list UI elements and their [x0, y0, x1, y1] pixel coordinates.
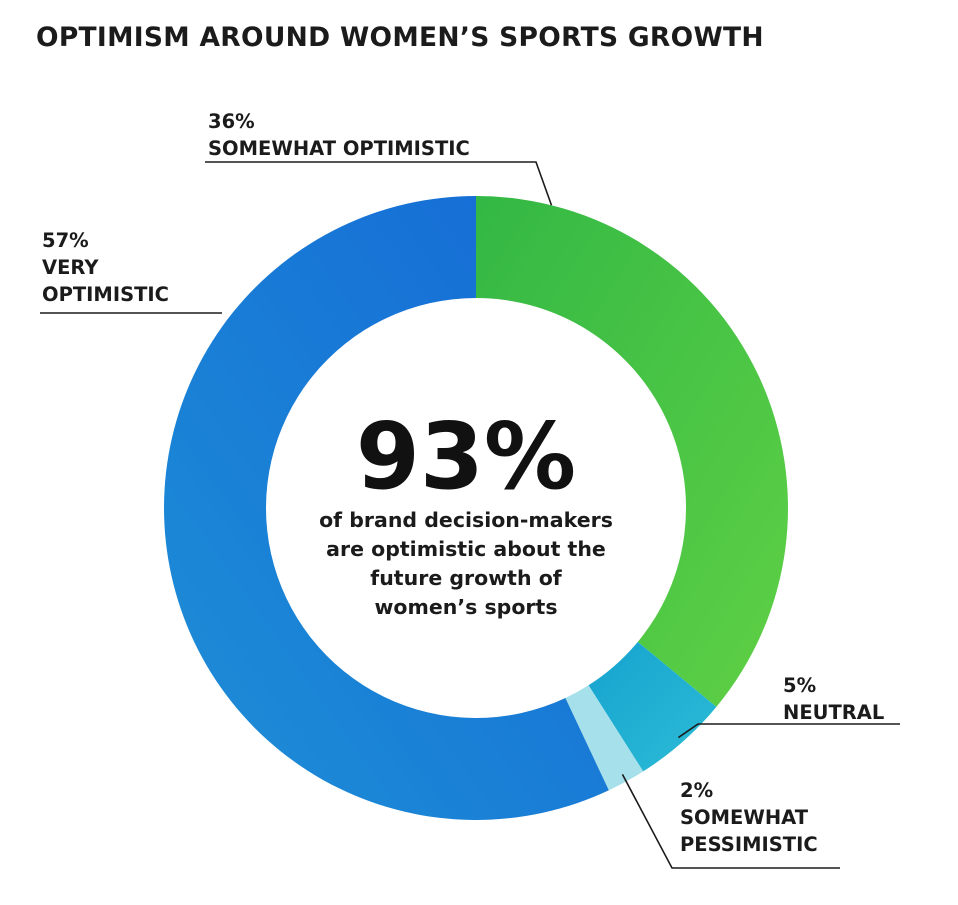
pct-label-very-optimistic: 57%	[42, 229, 89, 252]
category-label-neutral: NEUTRAL	[783, 701, 884, 724]
leader-line-somewhat-optimistic	[205, 161, 553, 206]
center-caption-line: future growth of	[370, 566, 562, 590]
leader-line-neutral	[677, 723, 900, 739]
pct-label-somewhat-optimistic: 36%	[208, 110, 255, 133]
category-label-very-optimistic: VERY	[42, 256, 99, 279]
center-caption-line: are optimistic about the	[326, 537, 606, 561]
chart-title: OPTIMISM AROUND WOMEN’S SPORTS GROWTH	[36, 22, 764, 53]
center-caption-line: of brand decision-makers	[319, 508, 613, 532]
pct-label-neutral: 5%	[783, 674, 816, 697]
slice-somewhat-pessimistic	[565, 685, 644, 791]
center-value: 93%	[356, 403, 576, 510]
category-label-somewhat-pessimistic: PESSIMISTIC	[680, 833, 818, 856]
category-label-somewhat-optimistic: SOMEWHAT OPTIMISTIC	[208, 137, 470, 160]
slice-very-optimistic	[163, 196, 609, 820]
category-label-somewhat-pessimistic: SOMEWHAT	[680, 806, 809, 829]
slice-neutral	[588, 641, 717, 772]
category-label-very-optimistic: OPTIMISTIC	[42, 283, 169, 306]
slice-somewhat-optimistic	[476, 196, 789, 707]
leader-line-somewhat-pessimistic	[621, 774, 840, 869]
pct-label-somewhat-pessimistic: 2%	[680, 779, 713, 802]
center-caption-line: women’s sports	[374, 595, 557, 619]
